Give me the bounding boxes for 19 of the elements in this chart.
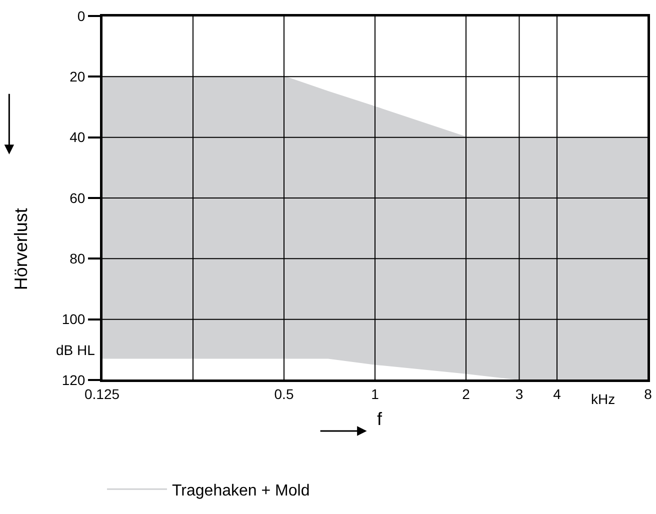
text: kHz xyxy=(591,391,616,407)
text: dB HL xyxy=(56,342,96,358)
x-tick-label: 0.5 xyxy=(274,386,294,402)
x-tick-label: 3 xyxy=(515,386,524,402)
y-tick-label: 60 xyxy=(70,190,86,206)
y-tick-label: 120 xyxy=(62,372,86,388)
y-tick-label: 100 xyxy=(62,311,86,328)
x-tick-label: 2 xyxy=(462,386,470,402)
x-tick-label: 8 xyxy=(644,386,652,402)
y-tick-label: 40 xyxy=(70,129,86,146)
legend-label: Tragehaken + Mold xyxy=(172,482,310,500)
y-tick-label: 0 xyxy=(77,8,86,24)
x-tick-label: 1 xyxy=(371,386,380,402)
y-tick-label: 80 xyxy=(70,250,86,267)
x-axis-title: f xyxy=(377,409,383,429)
y-tick-label: 20 xyxy=(70,68,86,85)
x-tick-label: 4 xyxy=(553,386,562,402)
x-tick-label: 0.125 xyxy=(84,386,120,402)
y-axis-title: Hörverlust xyxy=(11,208,32,290)
